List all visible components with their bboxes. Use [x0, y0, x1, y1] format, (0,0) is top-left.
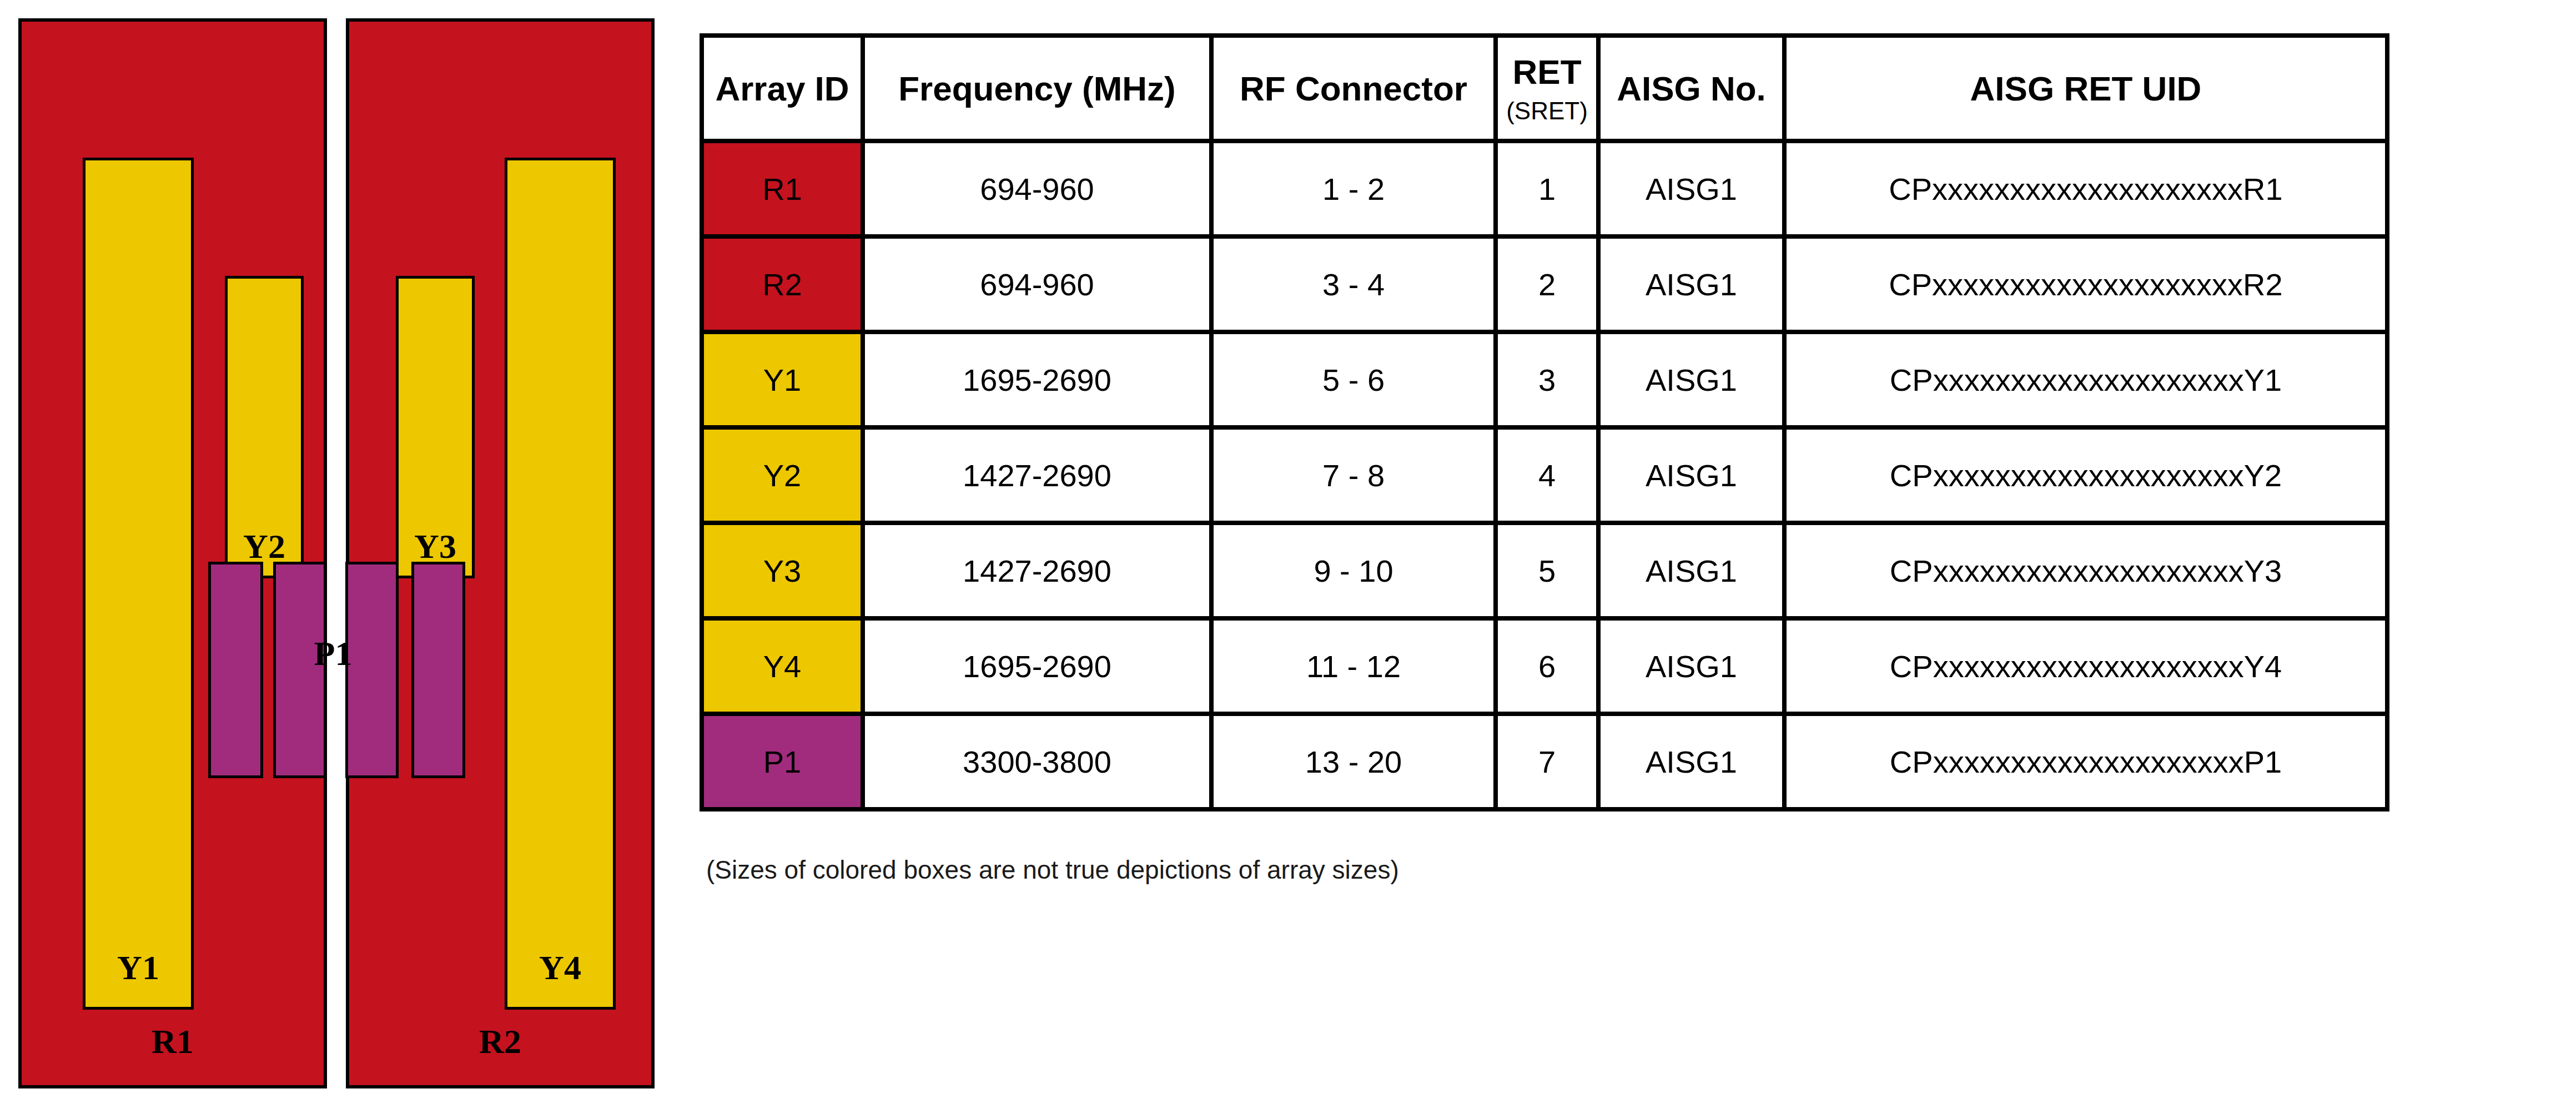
ret-cell: 6: [1496, 618, 1598, 714]
rf-connector-cell: 5 - 6: [1211, 332, 1496, 427]
array-id-cell: R1: [702, 141, 863, 236]
array-label-y3: Y3: [414, 529, 456, 563]
red-panel-r1: Y1 Y2 R1: [18, 18, 327, 1088]
rf-connector-cell: 1 - 2: [1211, 141, 1496, 236]
red-panel-r2: Y3 Y4 R2: [346, 18, 655, 1088]
table-row: R1 694-960 1 - 2 1 AISG1 CPxxxxxxxxxxxxx…: [702, 141, 2387, 236]
header-array-id: Array ID: [702, 36, 863, 141]
frequency-cell: 1427-2690: [863, 523, 1211, 618]
frequency-cell: 1427-2690: [863, 427, 1211, 523]
array-spec-table: Array ID Frequency (MHz) RF Connector RE…: [700, 33, 2389, 811]
aisg-ret-uid-cell: CPxxxxxxxxxxxxxxxxxxxxY2: [1784, 427, 2387, 523]
header-aisg-no: AISG No.: [1598, 36, 1784, 141]
aisg-ret-uid-cell: CPxxxxxxxxxxxxxxxxxxxxR1: [1784, 141, 2387, 236]
table-row: Y2 1427-2690 7 - 8 4 AISG1 CPxxxxxxxxxxx…: [702, 427, 2387, 523]
array-label-y1: Y1: [117, 950, 159, 985]
array-id-cell: Y1: [702, 332, 863, 427]
ret-cell: 3: [1496, 332, 1598, 427]
ret-cell: 1: [1496, 141, 1598, 236]
frequency-cell: 694-960: [863, 236, 1211, 332]
aisg-no-cell: AISG1: [1598, 427, 1784, 523]
aisg-no-cell: AISG1: [1598, 618, 1784, 714]
header-frequency: Frequency (MHz): [863, 36, 1211, 141]
aisg-no-cell: AISG1: [1598, 523, 1784, 618]
purple-array-bar-4: [411, 562, 465, 778]
panel-label-r1: R1: [22, 1024, 324, 1058]
table-row: P1 3300-3800 13 - 20 7 AISG1 CPxxxxxxxxx…: [702, 714, 2387, 809]
frequency-cell: 1695-2690: [863, 618, 1211, 714]
array-label-y4: Y4: [539, 950, 581, 985]
ret-cell: 2: [1496, 236, 1598, 332]
array-label-p1: P1: [278, 636, 389, 671]
table-header-row: Array ID Frequency (MHz) RF Connector RE…: [702, 36, 2387, 141]
array-id-cell: R2: [702, 236, 863, 332]
header-sret-sub: (SRET): [1498, 97, 1596, 125]
array-id-cell: Y3: [702, 523, 863, 618]
rf-connector-cell: 13 - 20: [1211, 714, 1496, 809]
header-rf-connector: RF Connector: [1211, 36, 1496, 141]
aisg-ret-uid-cell: CPxxxxxxxxxxxxxxxxxxxxY3: [1784, 523, 2387, 618]
aisg-ret-uid-cell: CPxxxxxxxxxxxxxxxxxxxxR2: [1784, 236, 2387, 332]
aisg-ret-uid-cell: CPxxxxxxxxxxxxxxxxxxxxY4: [1784, 618, 2387, 714]
rf-connector-cell: 7 - 8: [1211, 427, 1496, 523]
rf-connector-cell: 3 - 4: [1211, 236, 1496, 332]
size-disclaimer-note: (Sizes of colored boxes are not true dep…: [706, 855, 1399, 885]
header-aisg-ret-uid: AISG RET UID: [1784, 36, 2387, 141]
aisg-no-cell: AISG1: [1598, 236, 1784, 332]
aisg-no-cell: AISG1: [1598, 714, 1784, 809]
ret-cell: 4: [1496, 427, 1598, 523]
yellow-array-y4: Y4: [505, 158, 616, 1010]
rf-connector-cell: 9 - 10: [1211, 523, 1496, 618]
yellow-array-y3: Y3: [396, 276, 475, 578]
frequency-cell: 694-960: [863, 141, 1211, 236]
array-id-cell: Y2: [702, 427, 863, 523]
aisg-no-cell: AISG1: [1598, 332, 1784, 427]
aisg-ret-uid-cell: CPxxxxxxxxxxxxxxxxxxxxP1: [1784, 714, 2387, 809]
rf-connector-cell: 11 - 12: [1211, 618, 1496, 714]
purple-array-bar-1: [208, 562, 263, 778]
table-row: Y4 1695-2690 11 - 12 6 AISG1 CPxxxxxxxxx…: [702, 618, 2387, 714]
yellow-array-y2: Y2: [225, 276, 304, 578]
aisg-no-cell: AISG1: [1598, 141, 1784, 236]
ret-cell: 5: [1496, 523, 1598, 618]
header-ret-main: RET: [1513, 53, 1582, 91]
ret-cell: 7: [1496, 714, 1598, 809]
table-row: R2 694-960 3 - 4 2 AISG1 CPxxxxxxxxxxxxx…: [702, 236, 2387, 332]
array-id-cell: Y4: [702, 618, 863, 714]
frequency-cell: 3300-3800: [863, 714, 1211, 809]
array-label-y2: Y2: [243, 529, 285, 563]
table-row: Y3 1427-2690 9 - 10 5 AISG1 CPxxxxxxxxxx…: [702, 523, 2387, 618]
header-ret: RET (SRET): [1496, 36, 1598, 141]
yellow-array-y1: Y1: [83, 158, 194, 1010]
aisg-ret-uid-cell: CPxxxxxxxxxxxxxxxxxxxxY1: [1784, 332, 2387, 427]
panel-label-r2: R2: [349, 1024, 651, 1058]
table-row: Y1 1695-2690 5 - 6 3 AISG1 CPxxxxxxxxxxx…: [702, 332, 2387, 427]
frequency-cell: 1695-2690: [863, 332, 1211, 427]
array-id-cell: P1: [702, 714, 863, 809]
